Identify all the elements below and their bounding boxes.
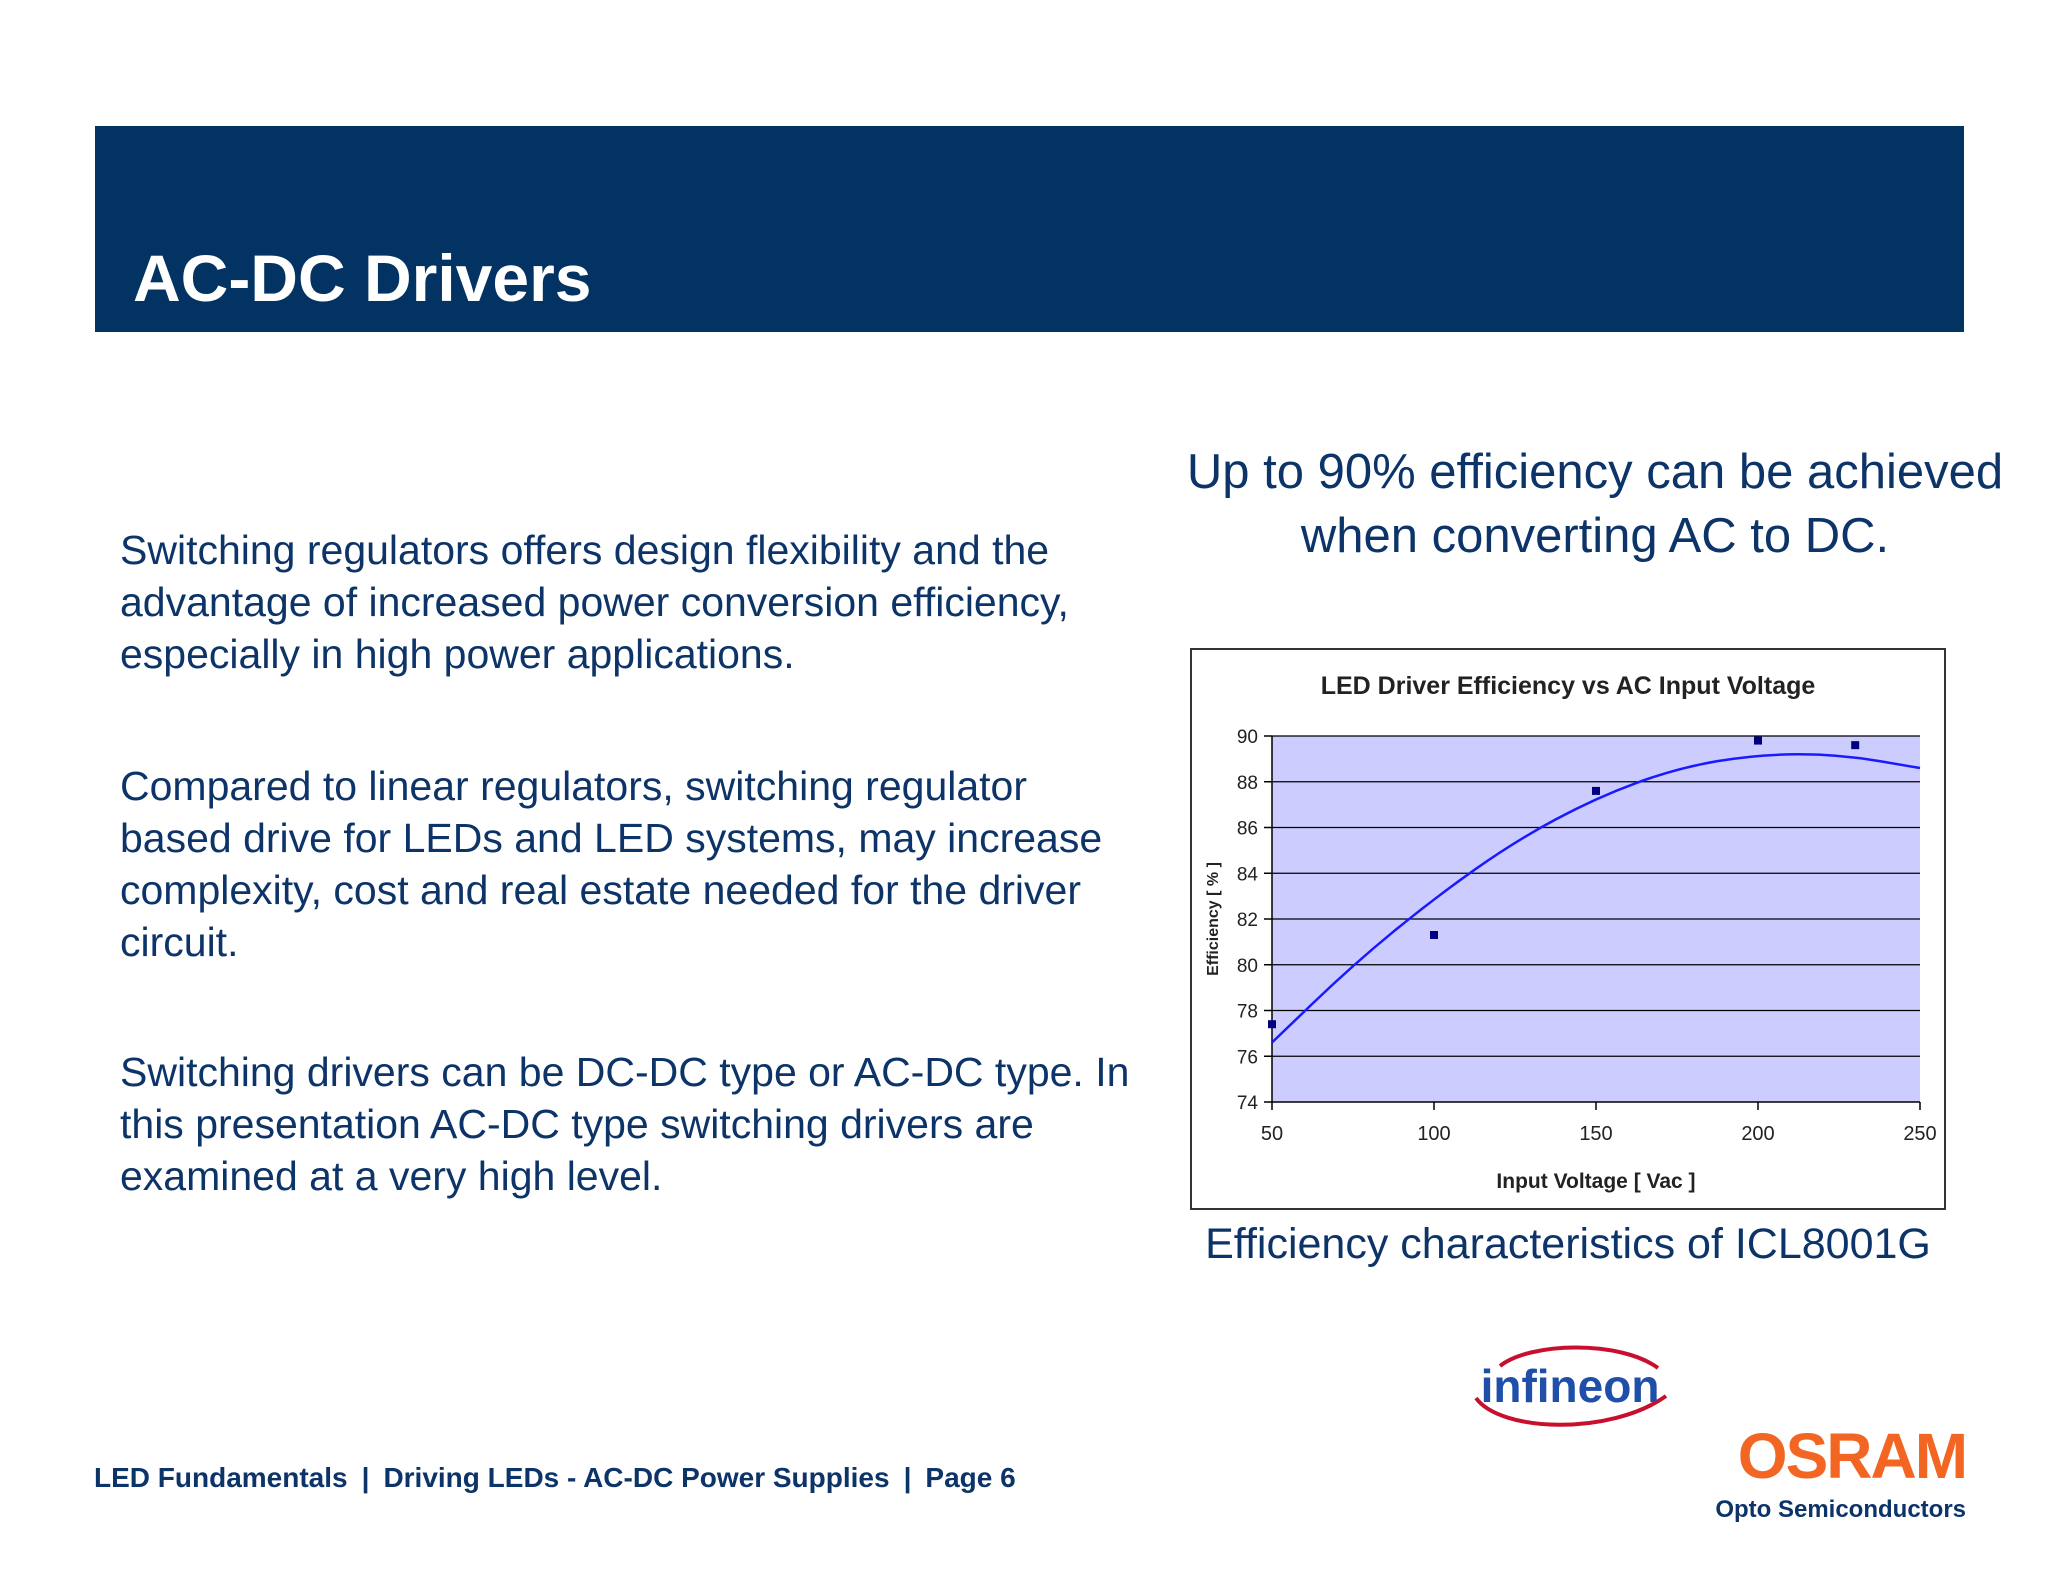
paragraph-linear-comparison: Compared to linear regulators, switching… bbox=[120, 763, 1103, 965]
x-tick-label: 50 bbox=[1261, 1123, 1283, 1145]
y-tick-label: 76 bbox=[1237, 1047, 1258, 1068]
footer-topic: Driving LEDs - AC-DC Power Supplies bbox=[383, 1462, 890, 1493]
chart-canvas: LED Driver Efficiency vs AC Input Voltag… bbox=[1205, 672, 1937, 1193]
footer-page-number: Page 6 bbox=[925, 1462, 1016, 1493]
osram-logo: OSRAM bbox=[1737, 1420, 1968, 1492]
data-point bbox=[1592, 786, 1600, 795]
data-point bbox=[1430, 931, 1438, 940]
footer-separator: | bbox=[361, 1462, 370, 1493]
footer-separator: | bbox=[903, 1462, 912, 1493]
y-tick-label: 88 bbox=[1237, 773, 1258, 794]
data-point bbox=[1754, 736, 1762, 745]
infineon-swoosh-bottom bbox=[1474, 1394, 1668, 1427]
y-tick-label: 84 bbox=[1237, 864, 1259, 885]
osram-tagline: Opto Semiconductors bbox=[1715, 1496, 1966, 1523]
data-point bbox=[1851, 741, 1860, 750]
trendline bbox=[1271, 753, 1921, 1044]
data-point bbox=[1268, 1020, 1276, 1029]
slide-title: AC-DC Drivers bbox=[133, 241, 592, 315]
x-tick-label: 150 bbox=[1579, 1123, 1612, 1145]
y-axis-label: Efficiency [ % ] bbox=[1205, 862, 1222, 976]
footer-course: LED Fundamentals bbox=[94, 1462, 348, 1493]
infineon-swoosh-top bbox=[1498, 1345, 1660, 1370]
y-tick-label: 78 bbox=[1237, 1002, 1258, 1023]
x-tick-label: 100 bbox=[1417, 1123, 1450, 1145]
x-tick-label: 200 bbox=[1741, 1123, 1774, 1145]
paragraph-switching-flexibility: Switching regulators offers design flexi… bbox=[120, 527, 1069, 677]
paragraph-driver-types: Switching drivers can be DC-DC type or A… bbox=[120, 1049, 1130, 1199]
chart-caption: Efficiency characteristics of ICL8001G bbox=[1205, 1220, 1931, 1268]
x-tick-label: 250 bbox=[1903, 1123, 1936, 1145]
x-axis-label: Input Voltage [ Vac ] bbox=[1496, 1170, 1695, 1193]
infineon-logo: infineon bbox=[1470, 1340, 1670, 1437]
y-tick-label: 74 bbox=[1237, 1093, 1259, 1114]
y-tick-label: 80 bbox=[1237, 956, 1258, 977]
y-tick-label: 86 bbox=[1237, 819, 1258, 840]
infineon-wordmark: infineon bbox=[1481, 1360, 1660, 1412]
y-tick-label: 90 bbox=[1237, 727, 1258, 748]
footer: LED Fundamentals | Driving LEDs - AC-DC Po… bbox=[94, 1462, 1016, 1494]
y-tick-label: 82 bbox=[1237, 910, 1258, 931]
header-band bbox=[95, 126, 1964, 332]
chart-title: LED Driver Efficiency vs AC Input Voltag… bbox=[1321, 672, 1816, 700]
efficiency-headline: Up to 90% efficiency can be achieved whe… bbox=[1186, 445, 2004, 563]
efficiency-chart: LED Driver Efficiency vs AC Input Voltag… bbox=[1190, 648, 1946, 1210]
